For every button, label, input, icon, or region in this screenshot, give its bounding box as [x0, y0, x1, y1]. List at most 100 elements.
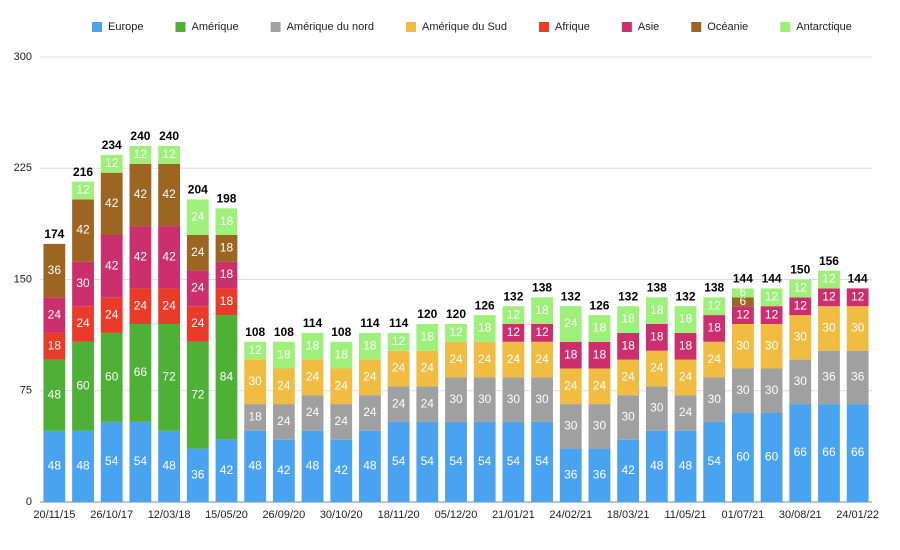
bar-segment	[416, 324, 439, 351]
bar-segment	[588, 341, 611, 369]
segment-label: 12	[248, 343, 262, 357]
segment-label: 12	[392, 334, 406, 348]
segment-label: 66	[134, 365, 148, 379]
segment-label: 66	[822, 445, 836, 459]
x-tick-label: 26/10/17	[90, 509, 133, 521]
bar-segment	[559, 306, 582, 342]
segment-label: 48	[162, 459, 176, 473]
bar-segment	[818, 288, 840, 307]
segment-label: 30	[736, 383, 750, 397]
segment-label: 72	[162, 370, 176, 384]
bar-segment	[158, 163, 181, 227]
bar-segment	[100, 154, 123, 173]
bar-segment	[301, 332, 324, 360]
segment-label: 54	[507, 454, 521, 468]
bar-segment	[215, 288, 238, 316]
segment-label: 24	[306, 370, 320, 384]
bar-segment	[129, 421, 152, 502]
segment-label: 12	[105, 156, 119, 170]
bar-segment	[186, 270, 209, 307]
segment-label: 48	[679, 459, 693, 473]
bar-segment	[158, 430, 181, 502]
bar-segment	[43, 332, 66, 360]
bar-segment	[272, 404, 295, 440]
segment-label: 12	[794, 281, 808, 295]
segment-label: 12	[794, 298, 808, 312]
segment-label: 24	[621, 370, 635, 384]
y-tick-label: 75	[20, 385, 32, 397]
segment-label: 18	[48, 338, 62, 352]
segment-label: 18	[248, 410, 262, 424]
segment-label: 18	[220, 214, 234, 228]
segment-label: 84	[220, 370, 234, 384]
segment-label: 24	[363, 370, 377, 384]
segment-label: 48	[306, 459, 320, 473]
bar-segment	[330, 368, 353, 405]
bar-segment	[43, 297, 66, 333]
y-tick-label: 300	[14, 51, 32, 63]
bar-segment	[72, 430, 94, 502]
bar-segment	[617, 306, 640, 333]
segment-label: 12	[851, 289, 865, 303]
x-tick-label: 05/12/20	[435, 509, 478, 521]
segment-label: 12	[507, 307, 521, 321]
segment-label: 30	[708, 392, 722, 406]
segment-label: 24	[650, 361, 664, 375]
segment-label: 42	[277, 463, 291, 477]
bar-segment	[186, 235, 209, 271]
total-label: 144	[733, 272, 753, 286]
bar-segment	[215, 235, 238, 262]
bar-segment	[186, 448, 209, 502]
segment-label: 42	[134, 249, 148, 263]
x-tick-label: 21/01/21	[492, 509, 535, 521]
bar-segment	[645, 297, 668, 324]
segment-label: 6	[740, 285, 747, 299]
segment-label: 24	[335, 414, 349, 428]
segment-label: 12	[708, 298, 722, 312]
bar-segment	[72, 181, 94, 200]
bar-segment	[531, 341, 553, 378]
segment-label: 12	[765, 289, 779, 303]
segment-label: 54	[449, 454, 463, 468]
bar-segment	[100, 235, 123, 298]
segment-label: 24	[421, 361, 435, 375]
total-label: 216	[73, 165, 93, 179]
total-label: 126	[475, 298, 495, 312]
bar-segment	[158, 288, 181, 324]
segment-label: 12	[822, 289, 836, 303]
segment-label: 18	[306, 338, 320, 352]
segment-label: 24	[363, 405, 377, 419]
segment-label: 18	[421, 330, 435, 344]
segment-label: 66	[851, 445, 865, 459]
bar-segment	[617, 395, 640, 440]
segment-label: 48	[248, 459, 262, 473]
segment-label: 42	[105, 196, 119, 210]
bar-segment	[789, 297, 812, 316]
bar-segment	[588, 448, 611, 502]
segment-label: 18	[650, 303, 664, 317]
segment-label: 42	[162, 187, 176, 201]
x-tick-label: 30/08/21	[779, 509, 822, 521]
segment-label: 30	[76, 276, 90, 290]
bar-segment	[215, 439, 238, 502]
segment-label: 60	[765, 450, 779, 464]
x-tick-label: 11/05/21	[665, 509, 707, 521]
segment-label: 24	[162, 298, 176, 312]
segment-label: 54	[708, 454, 722, 468]
segment-label: 36	[822, 370, 836, 384]
legend-swatch	[175, 22, 186, 32]
bar-segment	[846, 288, 869, 307]
bar-segment	[330, 439, 353, 502]
legend-swatch	[691, 22, 702, 32]
y-tick-label: 225	[14, 162, 32, 174]
bar-segment	[215, 208, 238, 235]
bar-segment	[703, 377, 726, 422]
segment-label: 36	[564, 467, 578, 481]
bar-segment	[129, 288, 152, 324]
bar-segment	[359, 430, 381, 502]
segment-label: 48	[48, 387, 62, 401]
total-label: 240	[159, 129, 179, 143]
segment-label: 60	[76, 378, 90, 392]
segment-label: 54	[478, 454, 492, 468]
bar-segment	[445, 377, 467, 422]
